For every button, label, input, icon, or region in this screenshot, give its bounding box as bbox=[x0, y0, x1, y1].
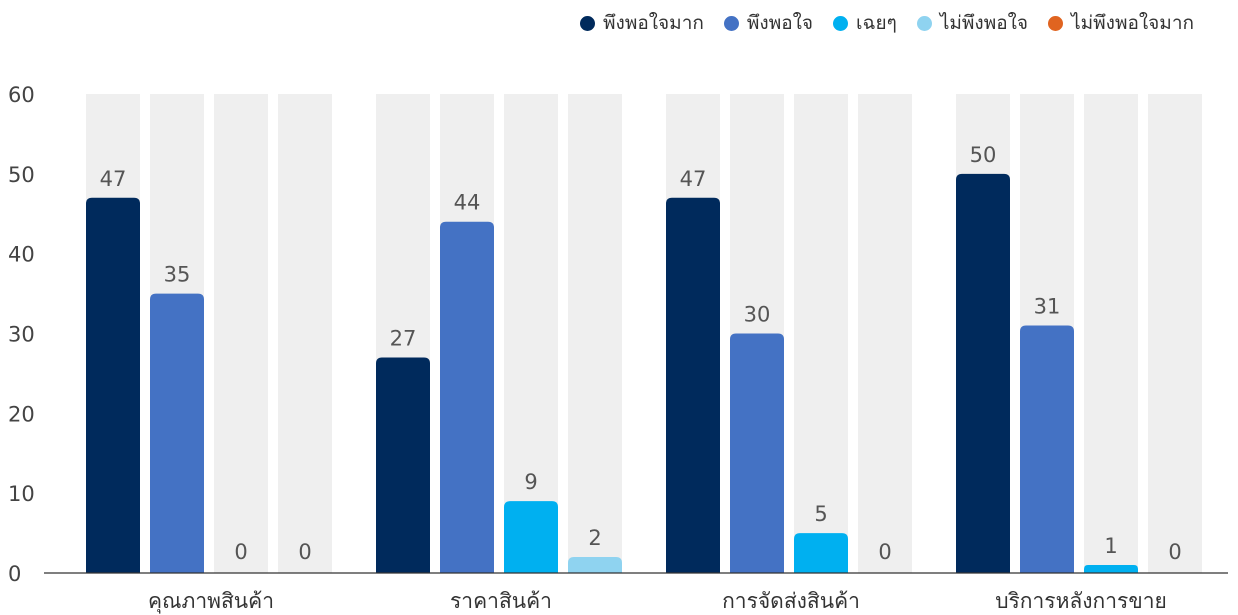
data-label: 5 bbox=[814, 502, 827, 526]
background-column bbox=[1084, 94, 1138, 573]
legend-item: ไม่พึงพอใจ bbox=[916, 8, 1029, 38]
bar bbox=[1084, 565, 1138, 573]
legend-swatch bbox=[723, 15, 739, 31]
y-tick-label: 60 bbox=[8, 83, 35, 107]
data-label: 0 bbox=[878, 540, 891, 564]
y-tick-label: 50 bbox=[8, 163, 35, 187]
bar bbox=[956, 173, 1010, 574]
data-label: 0 bbox=[1168, 540, 1181, 564]
background-column bbox=[568, 94, 622, 573]
legend-label: เฉยๆ bbox=[856, 12, 897, 34]
bar bbox=[86, 197, 140, 574]
y-tick-label: 20 bbox=[8, 402, 35, 426]
data-label: 1 bbox=[1104, 534, 1117, 558]
legend-swatch bbox=[1048, 15, 1064, 31]
data-label: 47 bbox=[680, 167, 707, 191]
legend-swatch bbox=[916, 15, 932, 31]
y-tick-label: 0 bbox=[8, 562, 21, 586]
legend-item: ไม่พึงพอใจมาก bbox=[1048, 8, 1194, 38]
bar bbox=[794, 533, 848, 573]
bar bbox=[376, 357, 430, 573]
legend-label: ไม่พึงพอใจมาก bbox=[1071, 12, 1194, 34]
legend-label: พึงพอใจ bbox=[746, 12, 814, 34]
bar bbox=[1020, 325, 1074, 573]
data-label: 47 bbox=[100, 167, 127, 191]
legend-item: พึงพอใจ bbox=[723, 8, 814, 38]
bar bbox=[730, 333, 784, 573]
bar bbox=[568, 557, 622, 573]
background-column bbox=[278, 94, 332, 573]
data-label: 0 bbox=[234, 540, 247, 564]
background-column bbox=[858, 94, 912, 573]
data-label: 0 bbox=[298, 540, 311, 564]
data-label: 31 bbox=[1034, 295, 1061, 319]
background-column bbox=[214, 94, 268, 573]
data-label: 35 bbox=[164, 263, 191, 287]
legend-label: พึงพอใจมาก bbox=[603, 12, 704, 34]
data-label: 30 bbox=[744, 303, 771, 327]
data-label: 27 bbox=[390, 326, 417, 350]
background-column bbox=[794, 94, 848, 573]
y-tick-label: 10 bbox=[8, 482, 35, 506]
chart-legend: พึงพอใจมาก พึงพอใจ เฉยๆ ไม่พึงพอใจ ไม่พึงพอใ… bbox=[580, 8, 1194, 38]
legend-swatch bbox=[580, 15, 596, 31]
bar bbox=[504, 501, 558, 573]
data-label: 44 bbox=[454, 191, 481, 215]
bar bbox=[150, 293, 204, 573]
x-category-label: การจัดส่งสินค้า bbox=[722, 589, 860, 613]
background-column bbox=[1148, 94, 1202, 573]
legend-label: ไม่พึงพอใจ bbox=[939, 12, 1029, 34]
data-label: 9 bbox=[524, 470, 537, 494]
x-category-label: บริการหลังการขาย bbox=[995, 589, 1167, 613]
legend-item: เฉยๆ bbox=[833, 8, 897, 38]
x-category-label: ราคาสินค้า bbox=[450, 589, 552, 613]
x-category-label: คุณภาพสินค้า bbox=[148, 589, 274, 614]
legend-item: พึงพอใจมาก bbox=[580, 8, 704, 38]
legend-swatch bbox=[833, 15, 849, 31]
background-column bbox=[504, 94, 558, 573]
y-tick-label: 40 bbox=[8, 243, 35, 267]
bar bbox=[440, 221, 494, 573]
y-tick-label: 30 bbox=[8, 323, 35, 347]
data-label: 2 bbox=[588, 526, 601, 550]
data-label: 50 bbox=[970, 143, 997, 167]
bar bbox=[666, 197, 720, 574]
